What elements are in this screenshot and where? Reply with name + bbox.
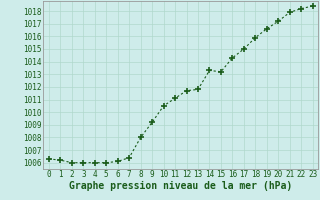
X-axis label: Graphe pression niveau de la mer (hPa): Graphe pression niveau de la mer (hPa) [69,181,292,191]
